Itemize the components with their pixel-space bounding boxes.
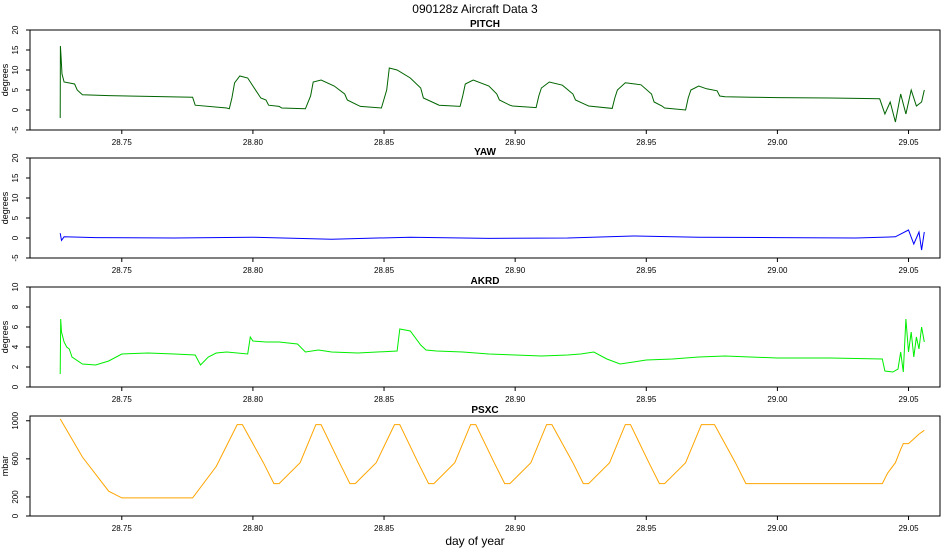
x-tick-label-psxc-6: 29.05 xyxy=(899,524,920,533)
y-tick-label-yaw-2: 5 xyxy=(11,215,20,220)
y-tick-label-akrd-3: 6 xyxy=(11,324,20,329)
series-line-akrd-0 xyxy=(59,318,925,375)
y-tick-label-psxc-1: 200 xyxy=(11,490,20,504)
x-tick-label-yaw-6: 29.05 xyxy=(899,266,920,275)
panels-group: PITCH 28.75 28.80 28.85 28.90 28.95 29.00 29.05… xyxy=(0,19,941,533)
x-tick-label-pitch-5: 29.00 xyxy=(767,138,788,147)
y-tick-label-psxc-3: 1000 xyxy=(11,411,20,429)
y-axis-label-akrd: degrees xyxy=(0,320,10,353)
plot-frame-psxc xyxy=(29,415,941,517)
y-axis-label-psxc: mbar xyxy=(0,456,10,477)
series-line-psxc-0 xyxy=(59,418,925,499)
y-tick-label-pitch-5: 20 xyxy=(11,25,20,34)
x-tick-label-akrd-0: 28.75 xyxy=(112,395,133,404)
x-tick-label-pitch-3: 28.90 xyxy=(505,138,526,147)
x-tick-label-pitch-0: 28.75 xyxy=(112,138,133,147)
y-tick-label-pitch-0: -5 xyxy=(11,126,20,134)
y-tick-label-yaw-5: 20 xyxy=(11,153,20,162)
panel-psxc: PSXC 28.75 28.80 28.85 28.90 28.95 29.00 29.05 0… xyxy=(0,405,941,533)
x-tick-label-psxc-0: 28.75 xyxy=(112,524,133,533)
x-tick-label-yaw-0: 28.75 xyxy=(112,266,133,275)
y-tick-label-psxc-2: 600 xyxy=(11,452,20,466)
y-tick-label-pitch-1: 0 xyxy=(11,107,20,112)
figure-title: 090128z Aircraft Data 3 xyxy=(412,2,538,16)
x-tick-label-akrd-6: 29.05 xyxy=(899,395,920,404)
x-tick-label-pitch-2: 28.85 xyxy=(374,138,395,147)
x-tick-label-yaw-3: 28.90 xyxy=(505,266,526,275)
x-tick-label-psxc-4: 28.95 xyxy=(636,524,657,533)
y-tick-label-pitch-4: 15 xyxy=(11,45,20,54)
x-tick-label-akrd-4: 28.95 xyxy=(636,395,657,404)
x-tick-label-yaw-1: 28.80 xyxy=(243,266,264,275)
panel-title-akrd: AKRD xyxy=(471,276,500,287)
x-tick-label-akrd-1: 28.80 xyxy=(243,395,264,404)
x-tick-label-pitch-6: 29.05 xyxy=(899,138,920,147)
x-tick-label-yaw-2: 28.85 xyxy=(374,266,395,275)
series-line-yaw-0 xyxy=(59,229,925,251)
x-tick-label-pitch-4: 28.95 xyxy=(636,138,657,147)
y-tick-label-yaw-0: -5 xyxy=(11,254,20,262)
y-tick-label-psxc-0: 0 xyxy=(11,513,20,518)
y-tick-label-pitch-3: 10 xyxy=(11,65,20,74)
y-tick-label-yaw-4: 15 xyxy=(11,173,20,182)
y-axis-label-pitch: degrees xyxy=(0,63,10,96)
panel-akrd: AKRD 28.75 28.80 28.85 28.90 28.95 29.00 29.05 0… xyxy=(0,276,941,404)
x-tick-label-yaw-4: 28.95 xyxy=(636,266,657,275)
panel-title-pitch: PITCH xyxy=(470,19,500,30)
x-tick-label-akrd-3: 28.90 xyxy=(505,395,526,404)
plot-frame-pitch xyxy=(29,29,941,131)
y-tick-label-yaw-3: 10 xyxy=(11,193,20,202)
x-tick-label-psxc-5: 29.00 xyxy=(767,524,788,533)
y-axis-label-yaw: degrees xyxy=(0,191,10,224)
series-line-pitch-0 xyxy=(59,45,925,123)
plot-frame-yaw xyxy=(29,157,941,259)
x-tick-label-akrd-2: 28.85 xyxy=(374,395,395,404)
panel-yaw: YAW 28.75 28.80 28.85 28.90 28.95 29.00 29.05 -5… xyxy=(0,147,941,275)
y-tick-label-akrd-5: 10 xyxy=(11,282,20,291)
x-tick-label-psxc-3: 28.90 xyxy=(505,524,526,533)
x-tick-label-yaw-5: 29.00 xyxy=(767,266,788,275)
x-tick-label-psxc-2: 28.85 xyxy=(374,524,395,533)
x-tick-label-psxc-1: 28.80 xyxy=(243,524,264,533)
x-tick-label-pitch-1: 28.80 xyxy=(243,138,264,147)
y-tick-label-akrd-2: 4 xyxy=(11,344,20,349)
panel-pitch: PITCH 28.75 28.80 28.85 28.90 28.95 29.00 29.05… xyxy=(0,19,941,147)
y-tick-label-pitch-2: 5 xyxy=(11,87,20,92)
plot-frame-akrd xyxy=(29,286,941,388)
y-tick-label-yaw-1: 0 xyxy=(11,235,20,240)
panel-title-psxc: PSXC xyxy=(471,405,498,416)
y-tick-label-akrd-4: 8 xyxy=(11,304,20,309)
x-axis-label: day of year xyxy=(445,534,504,548)
y-tick-label-akrd-1: 2 xyxy=(11,364,20,369)
x-tick-label-akrd-5: 29.00 xyxy=(767,395,788,404)
panel-title-yaw: YAW xyxy=(474,147,496,158)
y-tick-label-akrd-0: 0 xyxy=(11,384,20,389)
